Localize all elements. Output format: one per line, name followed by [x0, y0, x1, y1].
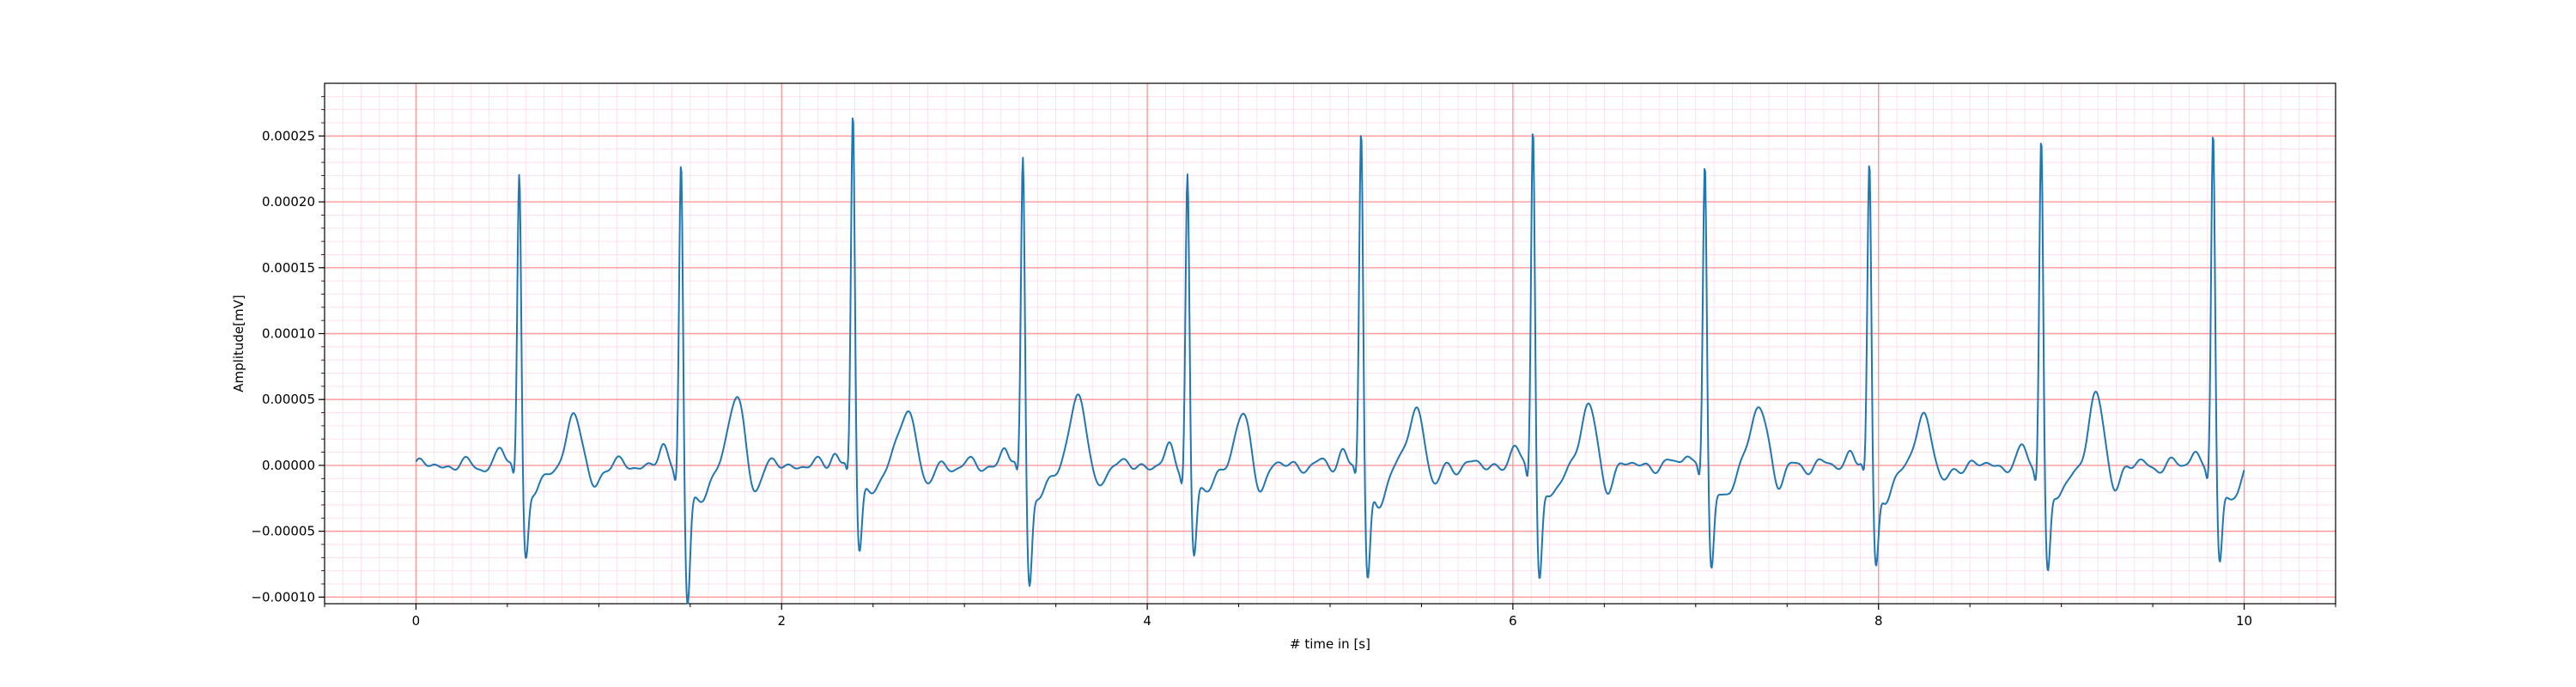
x-tick-label: 4	[1143, 613, 1151, 629]
y-tick-label: 0.00025	[262, 128, 315, 143]
ecg-series-line	[415, 117, 2245, 605]
y-tick-label: −0.00010	[251, 589, 315, 605]
y-axis-label: Amplitude[mV]	[231, 295, 246, 392]
y-tick-label: 0.00005	[262, 392, 315, 407]
x-tick-label: 2	[777, 613, 786, 629]
x-tick-label: 8	[1874, 613, 1883, 629]
y-tick-label: 0.00000	[262, 458, 315, 473]
x-tick-label: 10	[2236, 613, 2252, 629]
y-tick-label: 0.00010	[262, 325, 315, 341]
x-tick-label: 6	[1509, 613, 1517, 629]
x-axis-ticks: 0 2 4 6 8 10	[324, 604, 2336, 629]
y-tick-label: 0.00020	[262, 194, 315, 210]
x-axis-label: # time in [s]	[1290, 636, 1370, 652]
y-tick-label: −0.00005	[251, 524, 315, 539]
major-grid	[325, 83, 2336, 604]
minor-grid	[324, 83, 2336, 604]
x-tick-label: 0	[412, 613, 421, 629]
y-tick-label: 0.00015	[262, 260, 315, 276]
y-axis-ticks: −0.00010 −0.00005 0.00000 0.00005 0.00010 0.0…	[251, 95, 325, 605]
